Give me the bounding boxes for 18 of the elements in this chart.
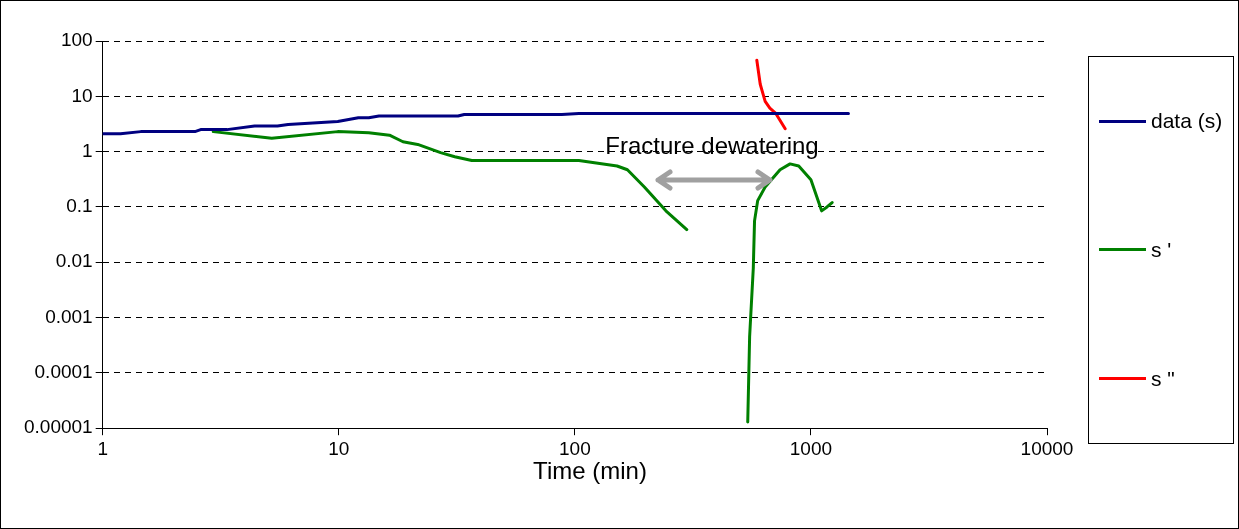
x-tick-label: 1000 bbox=[789, 437, 833, 459]
x-tick-label: 10 bbox=[328, 437, 350, 459]
x-tick-label: 100 bbox=[558, 437, 591, 459]
x-tick-label: 10000 bbox=[1020, 437, 1074, 459]
y-tick-label: 1 bbox=[82, 139, 93, 161]
annotation: Fracture dewatering bbox=[605, 131, 819, 159]
x-tick-label: 1 bbox=[97, 437, 108, 459]
y-tick-label: 0.1 bbox=[66, 195, 93, 217]
legend-label: s ' bbox=[1151, 237, 1172, 262]
y-tick-label: 0.001 bbox=[45, 305, 93, 327]
y-tick-label: 0.00001 bbox=[23, 416, 93, 438]
y-tick-label: 10 bbox=[71, 84, 93, 106]
x-axis-title: Time (min) bbox=[532, 457, 648, 485]
legend-label: s " bbox=[1151, 366, 1175, 391]
legend-label: data (s) bbox=[1151, 109, 1223, 134]
y-tick-label: 100 bbox=[60, 29, 93, 51]
y-tick-label: 0.0001 bbox=[34, 361, 93, 383]
y-tick-label: 0.01 bbox=[55, 250, 93, 272]
